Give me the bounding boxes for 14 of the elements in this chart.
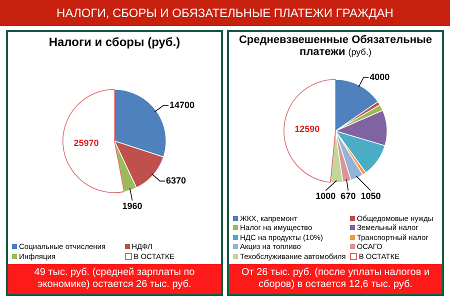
text: НАЛОГИ, СБОРЫ И ОБЯЗАТЕЛЬНЫЕ ПЛАТЕЖИ ГРАЖДАН: [0, 0, 450, 26]
chart-subtitle: Налоги и сборы (руб.): [48, 35, 182, 49]
text: От 26 тыс. руб. (после уплаты налогов и сборов) в остается 12,6 тыс. руб.: [229, 264, 442, 294]
text: 49 тыс. руб. (средней зарплаты по экономике) остается 26 тыс. руб.: [8, 264, 221, 294]
data-label: 14700: [170, 99, 195, 110]
data-label: 4000: [370, 72, 390, 82]
data-label: 25970: [74, 138, 99, 148]
data-label: 6370: [166, 175, 186, 186]
data-label: 1050: [360, 190, 381, 201]
data-label: 1960: [122, 200, 142, 211]
data-label: 12590: [294, 124, 320, 134]
chart-subtitle: (руб.): [348, 47, 372, 57]
data-label: 1000: [316, 190, 336, 201]
data-label: 670: [340, 190, 356, 201]
